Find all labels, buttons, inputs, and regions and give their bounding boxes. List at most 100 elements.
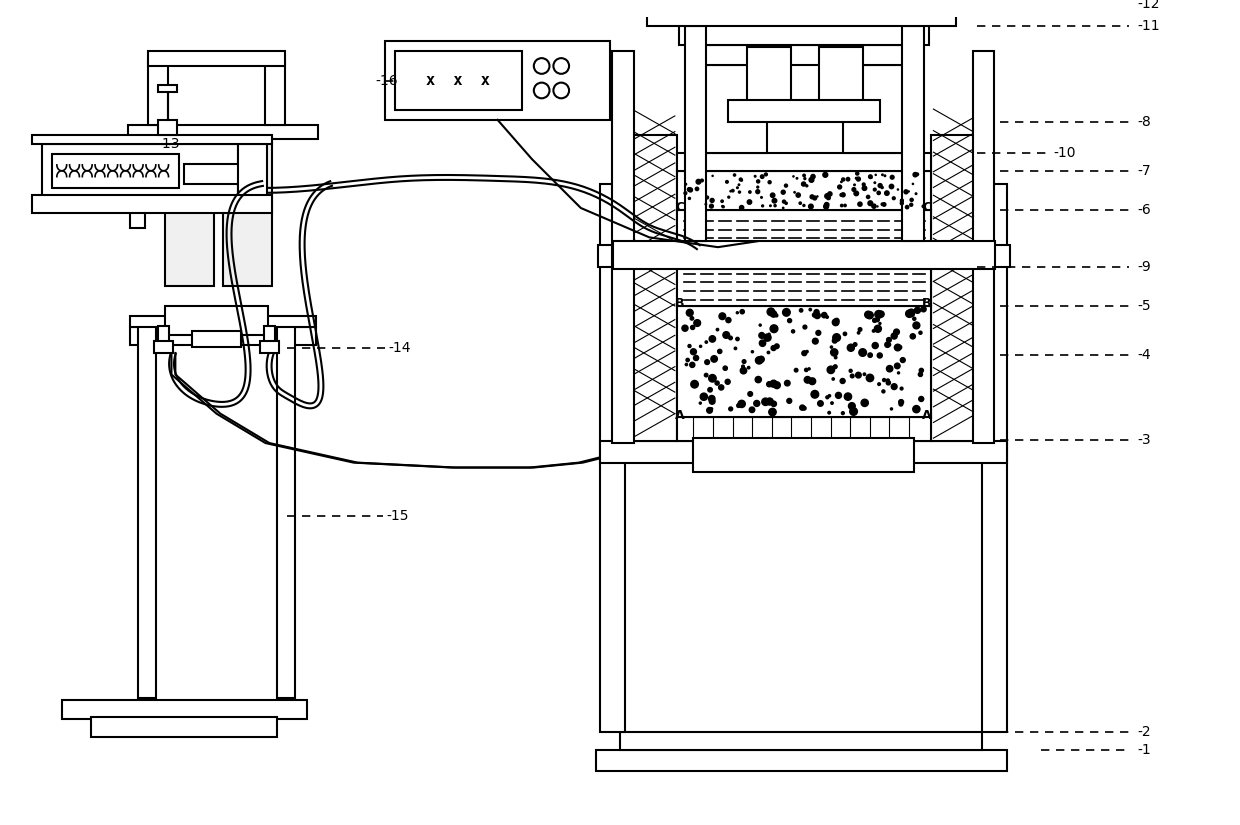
- Bar: [600, 183, 625, 732]
- Circle shape: [832, 319, 839, 326]
- Circle shape: [846, 177, 849, 181]
- Bar: [851, 417, 869, 441]
- Circle shape: [836, 393, 842, 398]
- Circle shape: [739, 178, 743, 181]
- Circle shape: [725, 181, 728, 183]
- Text: -11: -11: [1137, 19, 1159, 33]
- Circle shape: [913, 406, 920, 412]
- Circle shape: [808, 368, 810, 370]
- Text: -1: -1: [1137, 742, 1151, 757]
- Circle shape: [856, 172, 859, 175]
- Bar: [148, 61, 167, 125]
- Circle shape: [854, 191, 858, 196]
- Bar: [185, 164, 243, 183]
- Circle shape: [923, 205, 925, 208]
- Circle shape: [760, 175, 764, 178]
- Circle shape: [756, 180, 760, 183]
- Circle shape: [743, 360, 746, 364]
- Circle shape: [715, 381, 719, 385]
- Circle shape: [888, 343, 890, 346]
- Bar: [264, 326, 275, 345]
- Bar: [157, 326, 170, 345]
- Circle shape: [921, 307, 926, 312]
- Circle shape: [867, 196, 869, 199]
- Circle shape: [847, 344, 854, 351]
- Circle shape: [828, 191, 832, 196]
- Circle shape: [718, 349, 722, 353]
- Circle shape: [709, 336, 715, 342]
- Circle shape: [900, 357, 905, 362]
- Circle shape: [759, 340, 766, 346]
- Circle shape: [877, 191, 880, 195]
- Circle shape: [831, 349, 838, 356]
- Circle shape: [849, 370, 852, 372]
- Circle shape: [785, 184, 787, 187]
- Circle shape: [533, 82, 549, 98]
- Circle shape: [782, 207, 784, 209]
- Circle shape: [796, 177, 797, 179]
- Circle shape: [553, 58, 569, 73]
- Circle shape: [696, 187, 698, 191]
- Circle shape: [856, 372, 862, 378]
- Circle shape: [890, 408, 893, 410]
- Circle shape: [808, 378, 816, 384]
- Text: -14: -14: [388, 341, 410, 355]
- Circle shape: [782, 200, 785, 203]
- Bar: [647, 4, 956, 26]
- Bar: [278, 326, 295, 698]
- Circle shape: [879, 323, 880, 324]
- Circle shape: [822, 313, 827, 318]
- Circle shape: [701, 393, 708, 400]
- Circle shape: [691, 349, 697, 355]
- Circle shape: [739, 191, 740, 193]
- Circle shape: [738, 400, 745, 408]
- Circle shape: [787, 318, 791, 323]
- Circle shape: [812, 196, 817, 200]
- Circle shape: [904, 190, 908, 194]
- Circle shape: [898, 346, 901, 349]
- Circle shape: [769, 408, 776, 416]
- Circle shape: [754, 176, 756, 177]
- Circle shape: [849, 408, 857, 415]
- Bar: [718, 0, 725, 4]
- Circle shape: [701, 179, 703, 182]
- Circle shape: [835, 356, 837, 359]
- Bar: [384, 41, 610, 120]
- Circle shape: [761, 398, 769, 405]
- Circle shape: [799, 202, 801, 205]
- Text: x  x  x: x x x: [427, 73, 490, 88]
- Bar: [154, 342, 174, 353]
- Circle shape: [812, 338, 818, 344]
- Circle shape: [813, 309, 820, 314]
- Circle shape: [706, 204, 707, 205]
- Circle shape: [708, 388, 712, 392]
- Circle shape: [759, 324, 761, 326]
- Circle shape: [785, 380, 790, 386]
- Bar: [157, 85, 177, 92]
- Circle shape: [919, 397, 924, 402]
- Circle shape: [916, 173, 919, 176]
- Circle shape: [899, 399, 904, 404]
- Circle shape: [699, 346, 702, 347]
- Circle shape: [889, 184, 894, 189]
- Bar: [684, 26, 707, 241]
- Circle shape: [872, 342, 878, 349]
- Circle shape: [802, 407, 806, 410]
- Circle shape: [838, 185, 842, 189]
- Bar: [677, 417, 931, 441]
- Bar: [677, 306, 931, 417]
- Circle shape: [831, 402, 833, 404]
- Bar: [130, 316, 316, 328]
- Text: -4: -4: [1137, 348, 1151, 362]
- Circle shape: [839, 194, 843, 196]
- Circle shape: [758, 356, 764, 362]
- Circle shape: [730, 191, 732, 192]
- Circle shape: [887, 379, 889, 382]
- Circle shape: [878, 383, 880, 385]
- Circle shape: [719, 384, 724, 390]
- Circle shape: [841, 193, 846, 197]
- Circle shape: [696, 179, 701, 184]
- Circle shape: [687, 187, 691, 191]
- Circle shape: [900, 387, 903, 390]
- Circle shape: [863, 373, 866, 375]
